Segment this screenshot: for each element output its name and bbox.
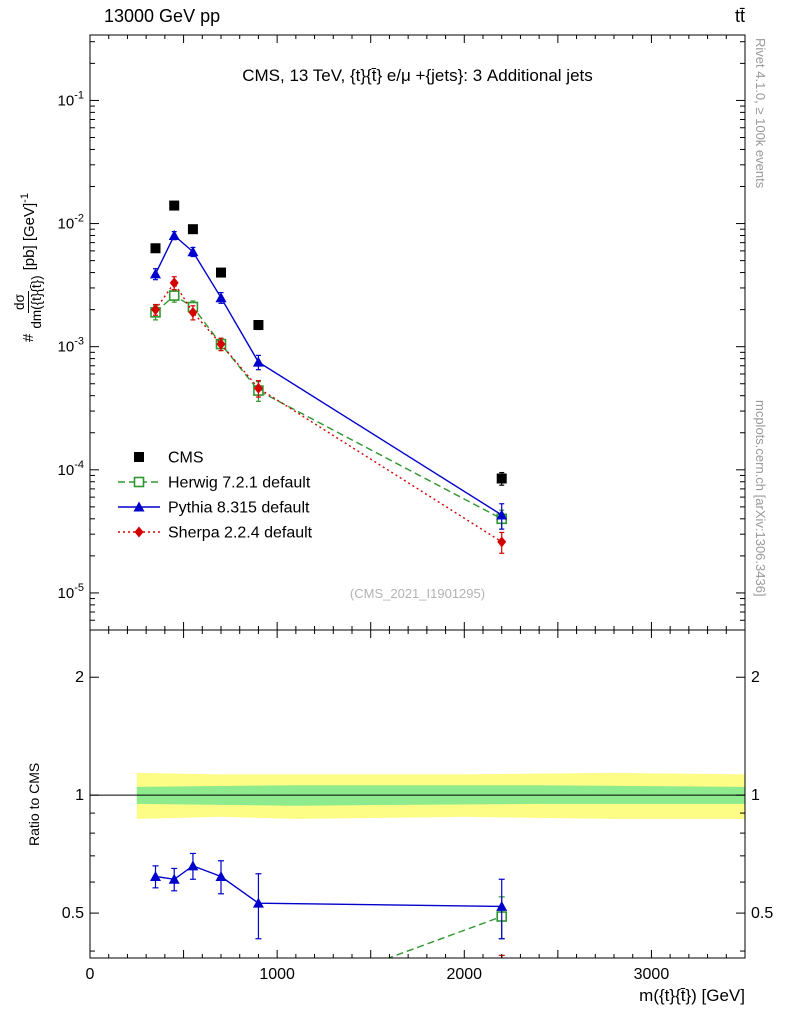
marker-filled-triangle <box>252 356 264 367</box>
ylabel-prefix: # <box>19 333 37 342</box>
marker-filled-triangle <box>168 873 180 884</box>
series-line <box>155 865 502 908</box>
marker-filled-triangle <box>187 860 199 871</box>
marker-filled-triangle <box>496 509 508 520</box>
generator-version-label: Rivet 4.1.0, ≥ 100k events <box>753 38 768 189</box>
series-pythia-8-315-default <box>150 229 508 530</box>
axes: 0 1000 2000 3000 10-1 10-2 10-3 10-4 10-5 0.5 0.5 1… <box>58 34 773 983</box>
marker-filled-triangle <box>187 246 199 257</box>
ratio-y-axis-label: Ratio to CMS <box>26 762 42 846</box>
series-cms <box>150 200 507 486</box>
marker-filled-triangle <box>252 897 264 908</box>
tick-label: 2000 <box>446 966 482 983</box>
marker-filled-diamond <box>497 536 507 548</box>
plot-title: CMS, 13 TeV, {t}{t̄} e/μ +{jets}: 3 Addi… <box>242 66 593 85</box>
marker-filled-square <box>150 243 161 254</box>
marker-filled-diamond <box>253 382 263 394</box>
series-line <box>156 984 502 1024</box>
source-attribution-label: mcplots.cern.ch [arXiv:1306.3436] <box>753 400 768 597</box>
marker-filled-triangle <box>496 900 508 911</box>
marker-filled-diamond <box>217 1019 226 1024</box>
tick-label: 0.5 <box>62 905 84 922</box>
ratio-series <box>150 852 508 1024</box>
legend-row-cms: CMS <box>134 450 204 467</box>
uncertainty-bands <box>90 772 745 819</box>
marker-filled-diamond <box>169 277 179 289</box>
tick-label: 1000 <box>259 966 295 983</box>
beam-energy-label: 13000 GeV pp <box>104 6 221 26</box>
ylabel-units: [pb] [GeV]-1 <box>18 193 38 271</box>
process-label: tt̄ <box>734 6 745 26</box>
marker-filled-diamond <box>216 338 226 350</box>
ylabel-numerator: dσ <box>12 291 29 313</box>
tick-label: 1 <box>751 787 760 804</box>
legend: CMS Herwig 7.2.1 default Pythia 8.315 defa… <box>118 450 313 542</box>
marker-filled-square <box>187 224 198 235</box>
marker-filled-square <box>216 267 226 278</box>
marker-filled-diamond <box>151 304 160 316</box>
tick-label: 3000 <box>634 966 670 983</box>
analysis-id-watermark: (CMS_2021_I1901295) <box>349 586 486 601</box>
legend-row-pythia-8-315-default: Pythia 8.315 default <box>118 500 310 517</box>
series-pythia-8-315-default <box>150 852 508 940</box>
series-sherpa-2-2-4-default <box>151 276 507 554</box>
ratio-panel-frame <box>89 629 746 959</box>
tick-label: 2 <box>751 669 760 686</box>
marker-filled-square <box>134 452 144 462</box>
series-line <box>154 281 503 543</box>
marker-open-square <box>217 1020 226 1024</box>
legend-label: CMS <box>168 450 204 467</box>
tick-label: 10-2 <box>58 213 84 233</box>
legend-label: Herwig 7.2.1 default <box>168 475 311 492</box>
main-series <box>150 200 508 554</box>
legend-label: Pythia 8.315 default <box>168 500 310 517</box>
tick-label: 2 <box>75 669 84 686</box>
marker-filled-triangle <box>215 870 227 881</box>
tick-label: 10-5 <box>58 582 84 602</box>
tick-label: 10-1 <box>58 89 84 109</box>
tick-label: 0 <box>86 966 95 983</box>
tick-label: 1 <box>75 787 84 804</box>
marker-filled-triangle <box>150 268 161 279</box>
marker-open-square <box>254 1001 263 1010</box>
marker-open-square <box>168 290 180 301</box>
x-axis-label: m({t}{t̄}) [GeV] <box>639 986 745 1005</box>
tick-label: 10-3 <box>58 336 84 356</box>
marker-filled-triangle <box>133 501 145 512</box>
marker-filled-diamond <box>254 989 263 1000</box>
marker-filled-triangle <box>150 870 161 881</box>
series-line <box>154 234 503 516</box>
marker-filled-square <box>253 320 264 331</box>
marker-filled-diamond <box>134 526 144 538</box>
marker-filled-diamond <box>151 984 160 995</box>
series-herwig-7-2-1-default <box>151 896 508 1024</box>
marker-filled-diamond <box>497 978 506 989</box>
tick-label: 10-4 <box>58 459 84 479</box>
marker-filled-triangle <box>168 229 180 240</box>
marker-filled-square <box>496 473 507 484</box>
ylabel-denominator: dm({t}{t̄}) <box>28 275 44 329</box>
ylabel-fraction: dσ dm({t}{t̄}) <box>12 275 44 329</box>
marker-filled-diamond <box>188 306 198 318</box>
series-line <box>155 294 503 520</box>
tick-label: 0.5 <box>751 905 773 922</box>
legend-row-sherpa-2-2-4-default: Sherpa 2.2.4 default <box>118 525 313 542</box>
marker-open-square <box>151 985 160 994</box>
main-y-axis-label: # dσ dm({t}{t̄}) [pb] [GeV]-1 <box>12 193 44 342</box>
legend-label: Sherpa 2.2.4 default <box>168 525 313 542</box>
marker-filled-triangle <box>215 292 227 303</box>
legend-row-herwig-7-2-1-default: Herwig 7.2.1 default <box>118 475 311 492</box>
marker-open-square <box>133 476 145 488</box>
marker-filled-square <box>169 200 180 211</box>
